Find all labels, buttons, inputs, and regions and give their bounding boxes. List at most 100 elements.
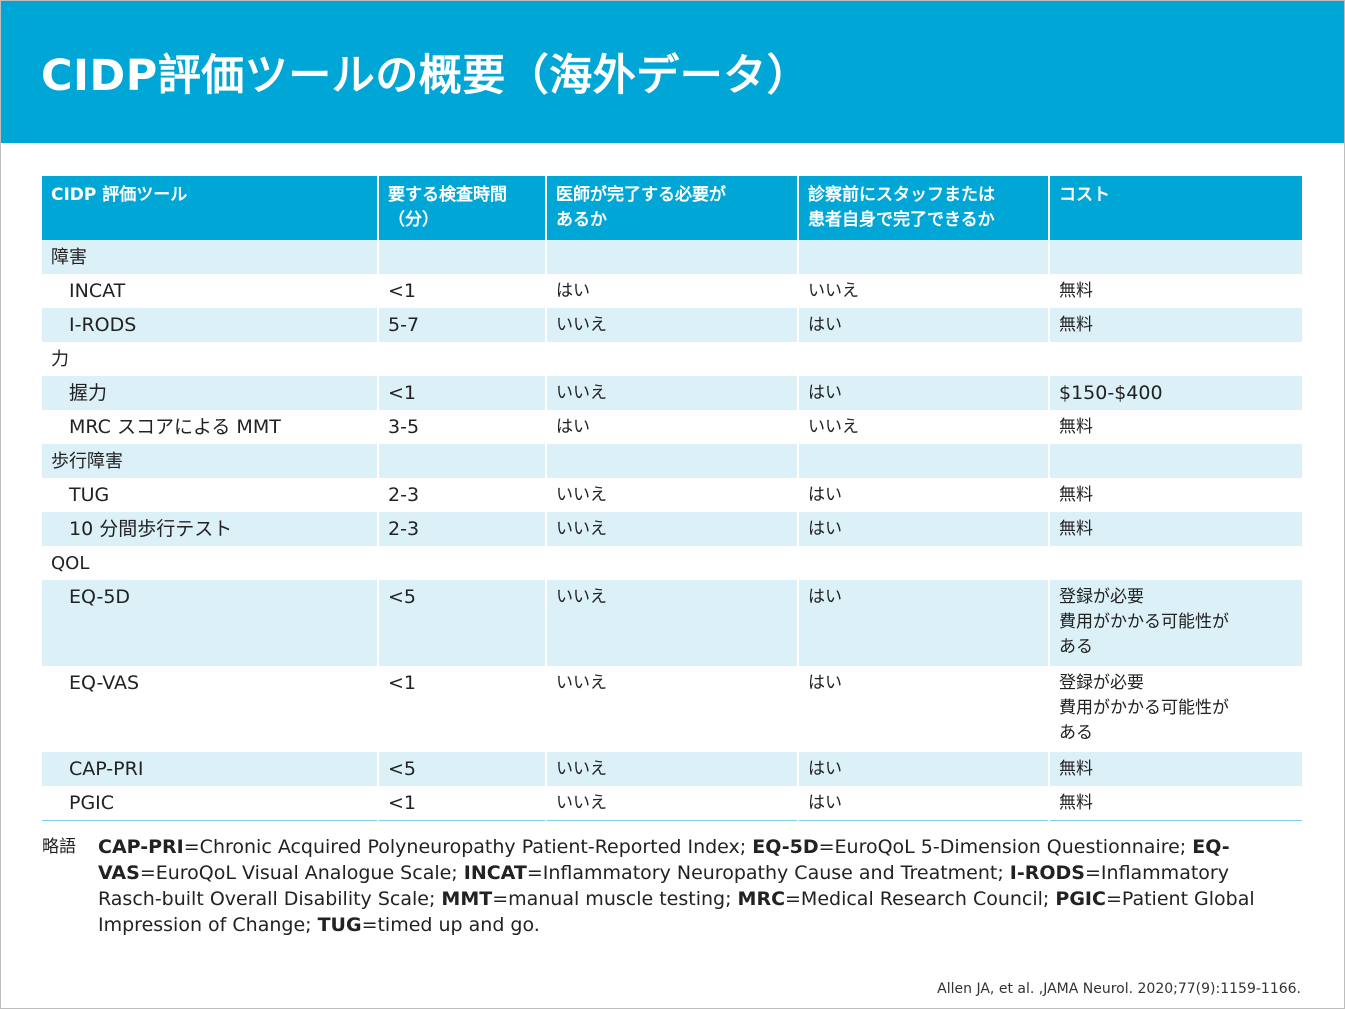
cell-cost: 無料 <box>1048 274 1302 308</box>
table-row: 握力 <1 いいえ はい $150-$400 <box>42 376 1302 410</box>
cell-time <box>377 240 546 274</box>
cell-doctor: いいえ <box>545 580 798 666</box>
cell-self: いいえ <box>797 274 1049 308</box>
abbr-term: MRC <box>737 888 786 910</box>
cell-doctor: いいえ <box>545 376 798 410</box>
cell-cost: 無料 <box>1048 308 1302 342</box>
cell-self <box>797 546 1049 580</box>
abbr-definition: =Medical Research Council; <box>785 888 1056 910</box>
abbr-term: EQ-5D <box>752 836 819 858</box>
cell-doctor <box>545 342 798 376</box>
table-row: 歩行障害 <box>42 444 1302 478</box>
tool-name: MRC スコアによる MMT <box>42 410 378 444</box>
abbr-term: EQ-VAS <box>98 836 1230 884</box>
abbreviations-note: 略語 CAP-PRI=Chronic Acquired Polyneuropat… <box>42 834 1282 938</box>
cell-cost: $150-$400 <box>1048 376 1302 410</box>
cell-self <box>797 444 1049 478</box>
cell-cost: 登録が必要 費用がかかる可能性が ある <box>1048 666 1302 752</box>
cell-doctor: いいえ <box>545 752 798 786</box>
abbr-term: I-RODS <box>1009 862 1085 884</box>
cell-self: はい <box>797 376 1049 410</box>
cell-self: はい <box>797 512 1049 546</box>
cell-cost: 無料 <box>1048 786 1302 821</box>
abbr-definition: =Inflammatory Rasch-built Overall Disabi… <box>98 862 1229 910</box>
citation: Allen JA, et al. ,JAMA Neurol. 2020;77(9… <box>937 981 1301 997</box>
cell-cost <box>1048 444 1302 478</box>
tool-name: TUG <box>42 478 378 512</box>
table-header-row: CIDP 評価ツール 要する検査時間 （分） 医師が完了する必要が あるか 診察… <box>42 176 1302 240</box>
cell-doctor: いいえ <box>545 478 798 512</box>
cell-self: はい <box>797 786 1049 821</box>
cell-self: いいえ <box>797 410 1049 444</box>
cell-time: 3-5 <box>377 410 546 444</box>
cell-time: <5 <box>377 580 546 666</box>
abbr-definition: =Chronic Acquired Polyneuropathy Patient… <box>183 836 753 858</box>
cell-doctor <box>545 546 798 580</box>
cell-cost: 無料 <box>1048 752 1302 786</box>
cell-self <box>797 342 1049 376</box>
category-label: QOL <box>42 546 378 580</box>
cell-time: 5-7 <box>377 308 546 342</box>
abbr-term: TUG <box>317 914 362 936</box>
header-time: 要する検査時間 （分） <box>377 176 546 240</box>
table-row: INCAT <1 はい いいえ 無料 <box>42 274 1302 308</box>
table-row: MRC スコアによる MMT 3-5 はい いいえ 無料 <box>42 410 1302 444</box>
cell-self: はい <box>797 478 1049 512</box>
cell-cost: 無料 <box>1048 478 1302 512</box>
abbr-definition: =EuroQoL Visual Analogue Scale; <box>139 862 464 884</box>
abbr-definition: =Patient Global Impression of Change; <box>98 888 1255 936</box>
abbr-definition: =timed up and go. <box>361 914 540 936</box>
table-row: I-RODS 5-7 いいえ はい 無料 <box>42 308 1302 342</box>
table-row: CAP-PRI <5 いいえ はい 無料 <box>42 752 1302 786</box>
title-bar: CIDP評価ツールの概要（海外データ） <box>1 1 1344 143</box>
header-cost: コスト <box>1048 176 1302 240</box>
cell-time: <1 <box>377 274 546 308</box>
cell-cost: 無料 <box>1048 410 1302 444</box>
abbreviations-text: CAP-PRI=Chronic Acquired Polyneuropathy … <box>98 834 1282 938</box>
cell-doctor: いいえ <box>545 308 798 342</box>
cell-time: 2-3 <box>377 512 546 546</box>
tool-name: 10 分間歩行テスト <box>42 512 378 546</box>
abbr-term: INCAT <box>463 862 527 884</box>
abbr-definition: =manual muscle testing; <box>492 888 738 910</box>
cell-doctor <box>545 240 798 274</box>
tool-name: PGIC <box>42 786 378 821</box>
cell-doctor: いいえ <box>545 786 798 821</box>
cell-doctor: はい <box>545 274 798 308</box>
header-doctor-required: 医師が完了する必要が あるか <box>545 176 798 240</box>
header-tool: CIDP 評価ツール <box>42 176 378 240</box>
cell-time <box>377 546 546 580</box>
table-row: PGIC <1 いいえ はい 無料 <box>42 786 1302 821</box>
tool-name: I-RODS <box>42 308 378 342</box>
cell-cost <box>1048 342 1302 376</box>
tool-name: EQ-5D <box>42 580 378 666</box>
cell-doctor: はい <box>545 410 798 444</box>
cell-cost <box>1048 546 1302 580</box>
abbr-term: CAP-PRI <box>98 836 184 858</box>
cell-time: 2-3 <box>377 478 546 512</box>
tool-name: EQ-VAS <box>42 666 378 752</box>
cell-self <box>797 240 1049 274</box>
table-row: QOL <box>42 546 1302 580</box>
cell-cost <box>1048 240 1302 274</box>
category-label: 力 <box>42 342 378 376</box>
assessment-tools-table: CIDP 評価ツール 要する検査時間 （分） 医師が完了する必要が あるか 診察… <box>42 176 1302 821</box>
table-row: 障害 <box>42 240 1302 274</box>
abbr-term: MMT <box>441 888 493 910</box>
cell-time: <1 <box>377 666 546 752</box>
cell-self: はい <box>797 666 1049 752</box>
tool-name: 握力 <box>42 376 378 410</box>
cell-doctor: いいえ <box>545 666 798 752</box>
cell-doctor <box>545 444 798 478</box>
abbr-term: PGIC <box>1055 888 1106 910</box>
category-label: 歩行障害 <box>42 444 378 478</box>
tool-name: INCAT <box>42 274 378 308</box>
cell-time: <1 <box>377 786 546 821</box>
slide-title: CIDP評価ツールの概要（海外データ） <box>41 51 811 101</box>
cell-time <box>377 444 546 478</box>
abbr-definition: =Inflammatory Neuropathy Cause and Treat… <box>526 862 1010 884</box>
cell-self: はい <box>797 752 1049 786</box>
cell-time: <1 <box>377 376 546 410</box>
tool-name: CAP-PRI <box>42 752 378 786</box>
category-label: 障害 <box>42 240 378 274</box>
